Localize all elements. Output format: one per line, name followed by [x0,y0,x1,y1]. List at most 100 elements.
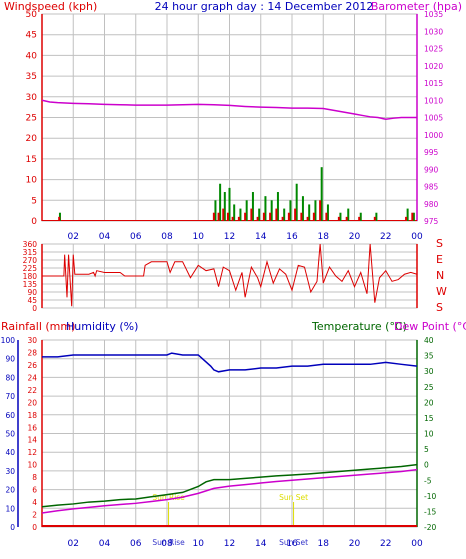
x-tick-label: 00 [411,232,423,242]
humidity-tick-label: 90 [5,355,15,364]
rainfall-tick-label: 8 [32,473,37,482]
gust-bar [289,200,292,221]
gust-bar [264,196,267,221]
gust-bar [258,208,261,221]
wind-bar [212,212,215,221]
x-tick-label: 16 [286,232,298,242]
wind-bar [231,216,234,221]
wind-bar [300,212,303,221]
wind-bar [405,216,408,221]
x-tick-label: 22 [380,232,391,242]
rainfall-tick-label: 10 [27,461,37,470]
humidity-tick-label: 60 [5,411,15,420]
temperature-tick-label: 25 [424,383,434,392]
temperature-tick-label: 40 [424,336,434,345]
wind-bar [275,208,278,221]
temperature-tick-label: -10 [424,492,436,501]
dewpoint-line [41,468,418,514]
x-tick-label: 06 [130,232,142,242]
rainfall-tick-label: 30 [27,336,37,345]
x-tick-label: 20 [349,232,361,242]
temperature-tick-label: 20 [424,398,434,407]
direction-tick-label: 180 [23,272,38,281]
x-tick-label: 14 [255,539,267,549]
barometer-axis-label: Barometer (hpa) [371,0,462,13]
windspeed-tick-label: 10 [26,176,38,186]
rainfall-tick-label: 28 [27,348,37,357]
direction-tick-label: 0 [32,304,37,313]
gust-bar [228,187,231,221]
rainfall-tick-label: 26 [27,361,37,370]
direction-tick-label: 90 [27,288,37,297]
gust-bar [245,200,248,221]
rainfall-tick-label: 24 [27,373,37,382]
gust-bar [219,183,222,221]
x-tick-label: 08 [161,539,173,549]
gust-bar [233,204,236,221]
rainfall-tick-label: 4 [32,498,37,507]
windspeed-tick-label: 25 [26,114,37,124]
barometer-tick-label: 980 [424,200,439,209]
gust-bar [223,192,226,221]
x-tick-label: 12 [224,539,235,549]
windspeed-axis-label: Windspeed (kph) [4,0,97,13]
humidity-tick-label: 0 [10,523,15,532]
windspeed-tick-label: 40 [26,51,38,61]
compass-tick-label: N [436,269,444,282]
gust-bar [375,212,378,221]
barometer-tick-label: 990 [424,165,439,174]
humidity-axis-label: Humidity (%) [66,320,138,333]
barometer-tick-label: 1015 [424,79,443,88]
temperature-tick-label: 10 [424,430,434,439]
gust-bar [270,200,273,221]
temperature-tick-label: -20 [424,523,436,532]
windspeed-tick-label: 50 [26,10,38,20]
wind-bar [411,212,414,221]
gust-bar [239,208,242,221]
compass-tick-label: S [436,301,443,314]
temperature-axis-label: Temperature (°C) [311,320,407,333]
wind-bar [287,212,290,221]
rainfall-tick-label: 0 [32,523,37,532]
wind-bar [294,208,297,221]
wind-barometer-panel: 02 04 06 08 10 12 14 16 18 20 22 000510152025303540… [26,10,444,242]
wind-bar [325,212,328,221]
barometer-tick-label: 1010 [424,96,443,105]
wind-bar [281,216,284,221]
wind-bar [262,212,265,221]
compass-tick-label: W [436,285,447,298]
direction-tick-label: 315 [23,248,38,257]
temperature-tick-label: 5 [424,445,429,454]
graph-title: 24 hour graph day : 14 December 2012 [155,0,374,13]
gust-bar [308,204,311,221]
humidity-line [42,352,418,373]
gust-bar [320,167,323,221]
x-tick-label: 00 [411,539,423,549]
barometer-tick-label: 1030 [424,27,443,36]
gust-bar [412,212,415,221]
wind-bar [250,208,253,221]
temperature-line [41,463,418,508]
barometer-tick-label: 985 [424,183,439,192]
x-tick-label: 10 [193,539,205,549]
wind-bar [256,216,259,221]
wind-bar [373,216,376,221]
gust-bar [406,208,409,221]
wind-bar [217,212,220,221]
windspeed-tick-label: 20 [26,134,38,144]
wind-bar [222,208,225,221]
windspeed-tick-label: 15 [26,155,37,165]
humidity-tick-label: 30 [5,467,15,476]
barometer-tick-label: 995 [424,148,439,157]
x-tick-label: 18 [318,539,330,549]
direction-tick-label: 45 [27,296,37,305]
x-tick-label: 14 [255,232,267,242]
barometer-tick-label: 1020 [424,62,443,71]
windspeed-tick-label: 45 [26,31,37,41]
rainfall-tick-label: 22 [27,386,37,395]
gust-bar [295,183,298,221]
barometer-tick-label: 975 [424,217,439,226]
humidity-tick-label: 10 [5,504,15,513]
rainfall-tick-label: 20 [27,398,37,407]
